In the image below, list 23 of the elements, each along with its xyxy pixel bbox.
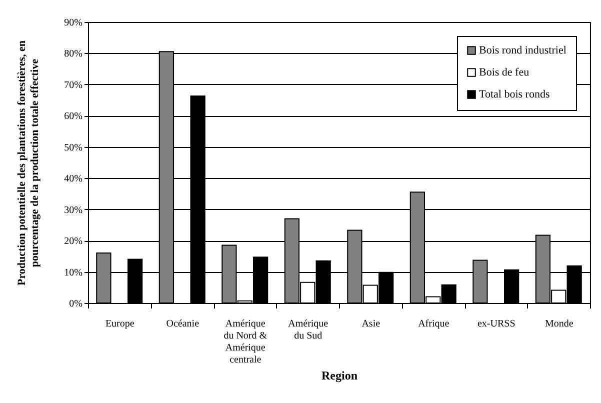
y-axis-title: Production potentielle des plantations forestières, en pourcentage de la production totale effective <box>16 40 42 286</box>
x-tick-label: Afrique <box>418 318 450 330</box>
y-tick-label: 20% <box>64 236 82 248</box>
y-tick-label: 30% <box>64 204 82 216</box>
y-tick-label: 0% <box>69 298 82 310</box>
y-tick-label: 70% <box>64 80 82 91</box>
x-tick-label: Amérique du Nord & Amérique centrale <box>224 318 268 366</box>
y-tick-label: 60% <box>64 111 82 122</box>
x-tick-label: Océanie <box>166 318 200 330</box>
y-tick-label: 90% <box>64 18 82 28</box>
y-tick-label: 10% <box>64 267 82 278</box>
x-axis-title: Region <box>322 368 358 382</box>
x-tick-label: Monde <box>544 318 574 330</box>
y-tick-label: 80% <box>64 48 82 60</box>
x-tick-label: ex-URSS <box>477 318 516 330</box>
legend-label: Bois de feu <box>479 66 530 78</box>
x-tick-label: Europe <box>105 318 135 330</box>
legend-label: Bois rond industriel <box>479 44 566 56</box>
x-tick-label: Amérique du Sud <box>288 318 329 342</box>
legend-label: Total bois ronds <box>479 88 550 100</box>
y-tick-label: 50% <box>64 142 82 154</box>
x-tick-label: Asie <box>362 318 381 330</box>
y-tick-label: 40% <box>64 174 82 185</box>
